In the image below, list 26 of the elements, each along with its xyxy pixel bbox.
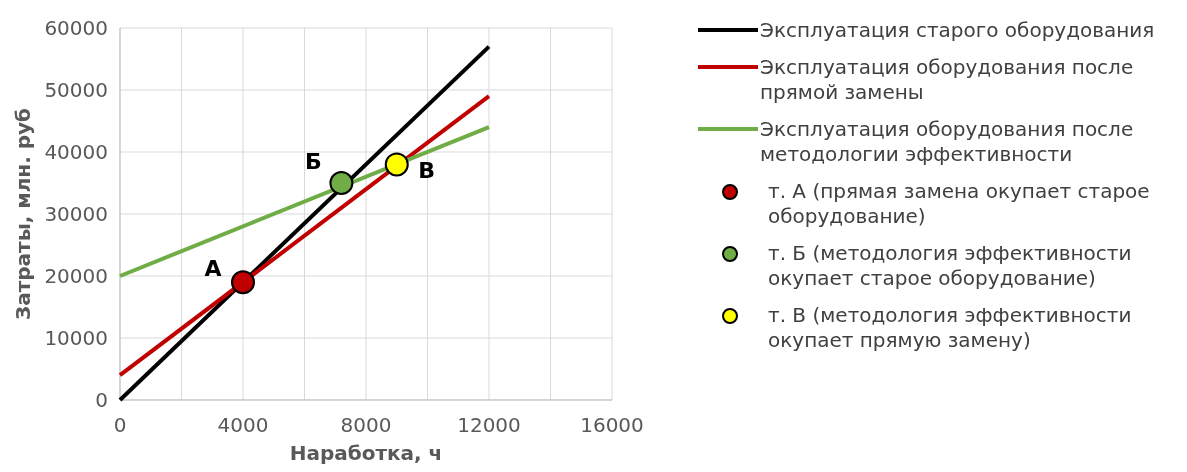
x-tick-label: 16000 bbox=[580, 413, 644, 437]
point bbox=[384, 152, 409, 177]
annotation: Б bbox=[305, 149, 322, 174]
legend-label: т. А (прямая замена окупает старое оборудование) bbox=[768, 179, 1150, 228]
y-axis-title: Затраты, млн. руб bbox=[11, 107, 35, 321]
x-axis-title: Наработка, ч bbox=[289, 441, 443, 465]
legend-label: т. В (методология эффективности окупает прямую замену) bbox=[768, 303, 1132, 352]
y-tick-label: 30000 bbox=[44, 202, 108, 226]
y-tick-label: 60000 bbox=[44, 16, 108, 40]
legend-label: Эксплуатация оборудования после методологии эффективности bbox=[760, 117, 1134, 166]
legend-label: Эксплуатация оборудования после прямой замены bbox=[760, 55, 1134, 104]
x-tick-label: 8000 bbox=[340, 413, 392, 437]
x-tick-label: 0 bbox=[113, 413, 127, 437]
y-tick-label: 20000 bbox=[44, 264, 108, 288]
y-tick-label: 40000 bbox=[44, 140, 108, 164]
legend-label: т. Б (методология эффективности окупает старое оборудование) bbox=[768, 241, 1132, 290]
x-tick-label: 4000 bbox=[217, 413, 269, 437]
annotation: В bbox=[418, 158, 436, 184]
y-tick-label: 10000 bbox=[44, 326, 108, 350]
legend-label: Эксплуатация старого оборудования bbox=[760, 18, 1155, 42]
point bbox=[231, 270, 255, 295]
annotation: А bbox=[204, 256, 222, 282]
x-tick-label: 12000 bbox=[457, 413, 521, 437]
y-tick-label: 50000 bbox=[44, 78, 108, 102]
y-tick-label: 0 bbox=[95, 388, 108, 412]
point bbox=[329, 171, 354, 195]
